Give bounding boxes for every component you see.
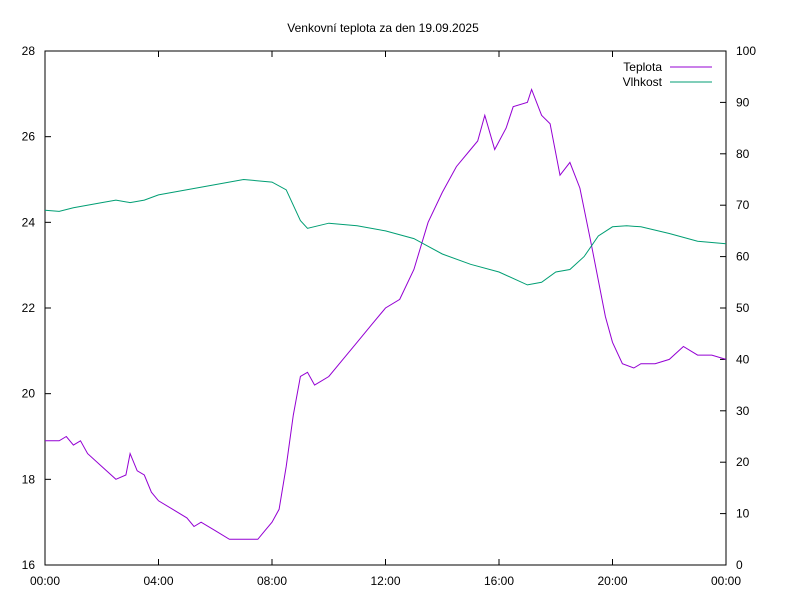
legend-label: Teplota	[623, 60, 662, 74]
y-tick-label: 28	[22, 44, 36, 58]
y2-tick-label: 10	[736, 507, 750, 521]
series-line-teplota	[45, 88, 727, 540]
x-tick-label: 00:00	[711, 574, 741, 588]
y-tick-label: 24	[22, 215, 36, 229]
x-tick-label: 20:00	[597, 574, 627, 588]
legend-label: Vlhkost	[623, 75, 663, 89]
chart-title: Venkovní teplota za den 19.09.2025	[287, 21, 479, 35]
y2-tick-label: 90	[736, 95, 750, 109]
y2-tick-label: 100	[736, 44, 756, 58]
x-tick-label: 08:00	[257, 574, 287, 588]
y2-tick-label: 70	[736, 198, 750, 212]
y2-tick-label: 50	[736, 301, 750, 315]
y2-tick-label: 0	[736, 558, 743, 572]
y-tick-label: 18	[22, 472, 36, 486]
y-tick-label: 26	[22, 130, 36, 144]
y2-tick-label: 80	[736, 147, 750, 161]
x-tick-label: 00:00	[30, 574, 60, 588]
y2-tick-label: 60	[736, 250, 750, 264]
y2-tick-label: 20	[736, 455, 750, 469]
x-tick-label: 16:00	[484, 574, 514, 588]
y2-tick-label: 40	[736, 352, 750, 366]
y2-tick-label: 30	[736, 404, 750, 418]
y-tick-label: 16	[22, 558, 36, 572]
y-tick-label: 20	[22, 387, 36, 401]
series-line-vlhkost	[44, 178, 727, 286]
y-tick-label: 22	[22, 301, 36, 315]
x-tick-label: 12:00	[370, 574, 400, 588]
x-tick-label: 04:00	[143, 574, 173, 588]
